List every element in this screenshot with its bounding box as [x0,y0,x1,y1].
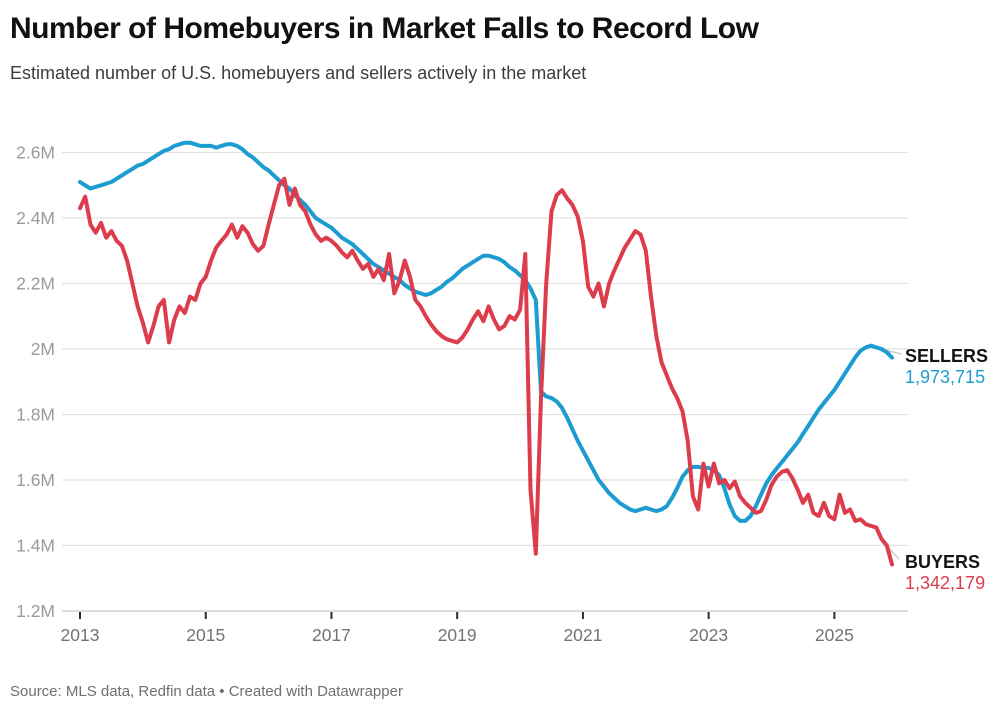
sellers-label-name: SELLERS [905,346,989,366]
line-chart: 1.2M 1.4M 1.6M 1.8M 2M 2.2M 2.4M 2.6M 2013 2015 20… [16,140,908,646]
x-tick-label: 2025 [815,625,854,645]
x-tick-label: 2015 [186,625,225,645]
y-tick-label: 2.4M [16,208,55,228]
buyers-line [78,176,894,567]
buyers-label-name: BUYERS [905,552,981,572]
sellers-label-value: 1,973,715 [905,367,986,387]
sellers-line [78,140,894,523]
source-attribution: Source: MLS data, Redfin data • Created … [10,683,403,700]
buyers-label-value: 1,342,179 [905,573,986,593]
x-tick-label: 2017 [312,625,351,645]
sellers-end-label: SELLERS 1,973,715 [905,346,988,388]
x-tick-label: 2023 [689,625,728,645]
label-connector-lines [883,349,903,560]
axes: 1.2M 1.4M 1.6M 1.8M 2M 2.2M 2.4M 2.6M 2013 2015 20… [16,143,854,646]
gridlines [62,151,908,612]
page-title: Number of Homebuyers in Market Falls to … [10,12,759,45]
y-tick-label: 2M [31,339,55,359]
y-tick-label: 1.6M [16,470,55,490]
y-tick-label: 1.4M [16,536,55,556]
x-tick-label: 2021 [563,625,602,645]
y-tick-label: 2.6M [16,143,55,163]
y-tick-label: 2.2M [16,274,55,294]
x-tick-label: 2013 [61,625,100,645]
y-tick-label: 1.2M [16,601,55,621]
buyers-end-label: BUYERS 1,342,179 [905,552,985,594]
y-tick-label: 1.8M [16,405,55,425]
x-tick-label: 2019 [438,625,477,645]
series-lines [78,140,894,567]
page-subtitle: Estimated number of U.S. homebuyers and … [10,63,587,83]
